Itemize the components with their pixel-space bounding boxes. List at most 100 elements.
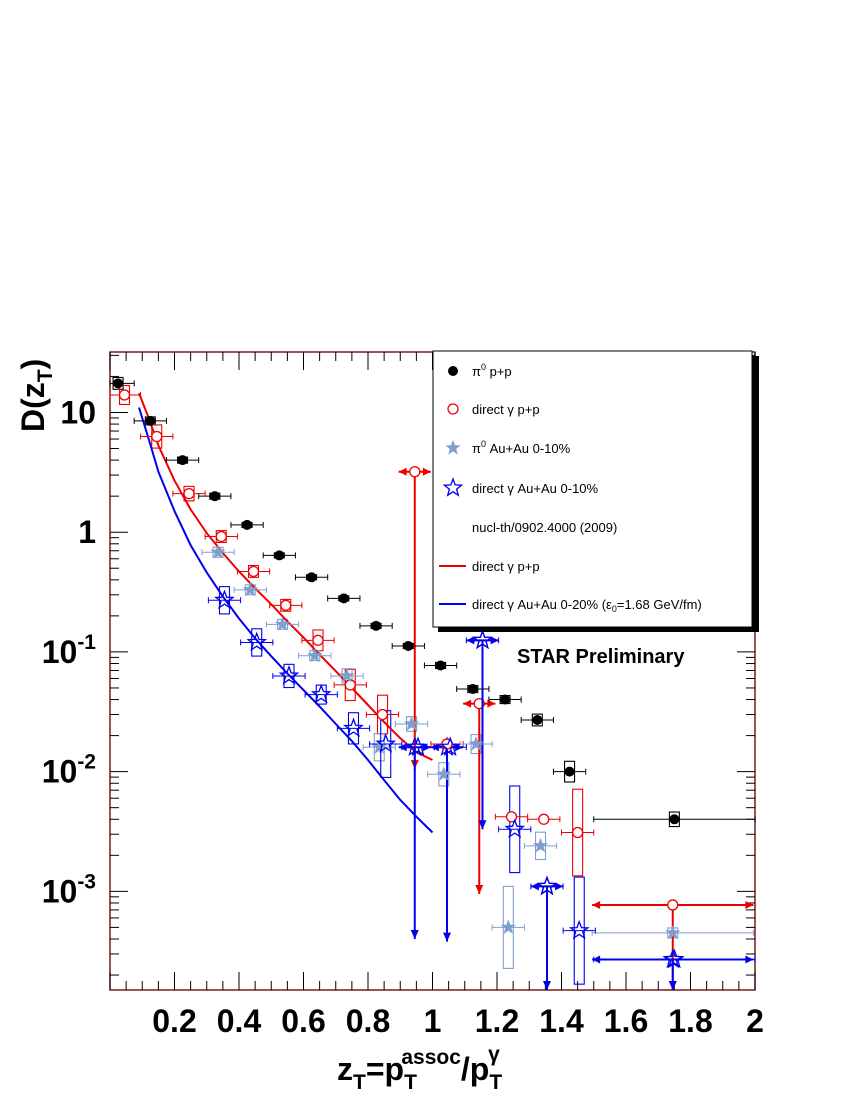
x-tick-label: 1.6 xyxy=(604,1003,648,1039)
data-point xyxy=(371,739,387,754)
legend-label: direct γ p+p xyxy=(472,559,540,574)
data-point xyxy=(209,491,220,502)
data-point xyxy=(407,736,429,757)
data-point xyxy=(439,736,461,757)
data-point xyxy=(532,837,549,853)
data-markers xyxy=(113,378,685,969)
upper-limit-arrowhead xyxy=(475,885,484,895)
data-point xyxy=(375,733,397,753)
data-point xyxy=(669,814,680,825)
data-point xyxy=(403,641,414,652)
data-point xyxy=(500,919,516,934)
legend-label: direct γ Au+Au 0-20% (ε0=1.68 GeV/fm) xyxy=(472,597,702,614)
data-point xyxy=(183,487,195,500)
x-tick-label: 0.8 xyxy=(346,1003,390,1039)
legend-label: π0 Au+Au 0-10% xyxy=(472,439,571,456)
x-tick-label: 0.2 xyxy=(152,1003,196,1039)
x-tick-label: 1.8 xyxy=(668,1003,712,1039)
y-tick-label: 10-2 xyxy=(42,751,96,790)
data-point xyxy=(307,647,323,663)
x-tick-label: 2 xyxy=(746,1003,764,1039)
data-point xyxy=(468,736,484,751)
limit-x-arrowhead xyxy=(463,699,472,708)
upper-limit-arrowhead xyxy=(478,820,487,830)
data-point xyxy=(215,530,227,543)
data-point xyxy=(532,714,543,725)
legend-marker xyxy=(447,403,459,415)
theory-curve xyxy=(138,392,433,761)
star-preliminary-label: STAR Preliminary xyxy=(517,646,685,668)
data-point xyxy=(564,766,575,777)
legend-label: π0 p+p xyxy=(472,362,512,379)
data-point xyxy=(343,717,364,738)
data-point xyxy=(310,683,332,704)
data-point xyxy=(500,694,511,705)
data-point xyxy=(280,599,292,611)
data-point xyxy=(376,708,389,721)
legend: π0 p+p direct γ p+p π0 Au+Au 0-10% direct γ… xyxy=(432,350,759,632)
x-tick-label: 0.4 xyxy=(217,1003,262,1039)
data-point xyxy=(338,593,349,604)
upper-limit-arrowhead xyxy=(443,932,452,942)
limit-x-arrowhead xyxy=(745,900,754,909)
limit-x-arrowhead xyxy=(592,900,601,909)
data-point xyxy=(339,667,355,683)
upper-limit-arrowhead xyxy=(542,981,551,990)
data-point xyxy=(436,766,452,781)
data-point xyxy=(504,818,526,839)
limit-x-arrowhead xyxy=(422,467,431,476)
data-point xyxy=(278,665,300,685)
data-point xyxy=(306,572,317,583)
y-axis-title: D(zT) xyxy=(15,359,57,432)
data-point xyxy=(505,811,518,823)
data-point xyxy=(571,826,584,839)
data-point xyxy=(664,948,685,969)
x-tick-label: 1 xyxy=(424,1003,442,1039)
data-point xyxy=(247,565,260,578)
upper-limit-arrowhead xyxy=(410,930,419,940)
data-point xyxy=(538,813,550,825)
data-point xyxy=(435,660,446,671)
data-point xyxy=(536,875,558,896)
y-tick-label: 10 xyxy=(60,394,96,430)
data-point xyxy=(242,519,253,530)
y-tick-label: 10-3 xyxy=(42,870,96,909)
data-point xyxy=(118,389,131,401)
data-point xyxy=(145,415,156,426)
y-tick-labels: 10 1 10-1 10-2 10-3 xyxy=(42,394,97,909)
legend-marker xyxy=(445,440,461,455)
legend-label: direct γ Au+Au 0-10% xyxy=(472,481,599,496)
data-point xyxy=(274,616,291,631)
upper-limit-point xyxy=(409,466,421,478)
legend-marker xyxy=(448,366,458,376)
data-point xyxy=(246,631,268,652)
data-point xyxy=(568,919,590,940)
theory-curve xyxy=(138,407,434,834)
x-tick-label: 1.4 xyxy=(539,1003,584,1039)
y-tick-label: 1 xyxy=(78,514,96,550)
upper-limit-arrowhead xyxy=(668,981,677,990)
data-point xyxy=(467,684,478,695)
data-point xyxy=(177,455,188,466)
data-point xyxy=(210,544,226,559)
upper-limit-point xyxy=(667,899,679,911)
data-point xyxy=(312,634,324,646)
data-point xyxy=(113,378,124,389)
y-tick-label: 10-1 xyxy=(42,631,97,670)
x-tick-label: 0.6 xyxy=(281,1003,325,1039)
x-tick-label: 1.2 xyxy=(475,1003,519,1039)
data-point xyxy=(214,589,235,610)
data-point xyxy=(242,581,258,597)
data-point xyxy=(371,620,382,631)
data-point xyxy=(403,716,420,731)
data-point xyxy=(274,550,285,561)
legend-marker xyxy=(442,477,464,497)
legend-label: direct γ p+p xyxy=(472,402,540,417)
data-point xyxy=(472,629,493,650)
limit-x-arrowhead xyxy=(398,467,407,476)
data-point xyxy=(665,924,681,940)
x-axis-title: zT=pTassoc/pTγ xyxy=(337,1043,502,1094)
x-tick-labels: 0.2 0.4 0.6 0.8 1 1.2 1.4 1.6 1.8 2 xyxy=(152,1003,764,1039)
legend-label: nucl-th/0902.4000 (2009) xyxy=(472,520,617,535)
